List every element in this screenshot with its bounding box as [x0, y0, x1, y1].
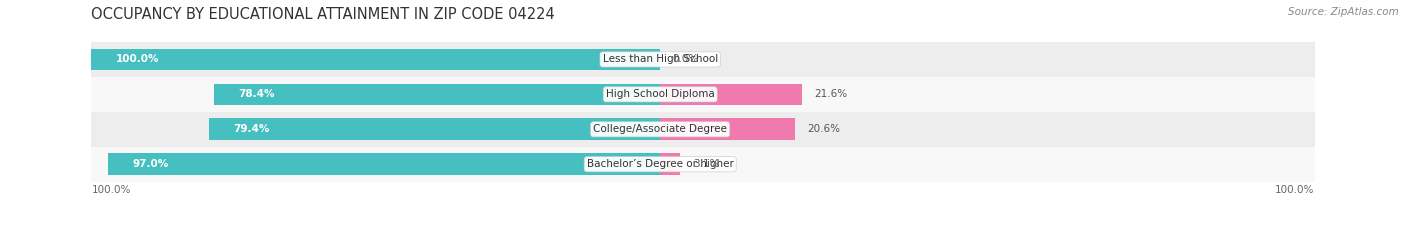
Bar [91, 147, 1315, 182]
Text: Less than High School: Less than High School [603, 55, 718, 64]
Text: 100.0%: 100.0% [1275, 185, 1315, 195]
Text: 100.0%: 100.0% [91, 185, 131, 195]
Text: 97.0%: 97.0% [134, 159, 169, 169]
Bar [661, 153, 681, 175]
Text: Source: ZipAtlas.com: Source: ZipAtlas.com [1288, 7, 1399, 17]
Text: High School Diploma: High School Diploma [606, 89, 714, 99]
Text: 100.0%: 100.0% [115, 55, 159, 64]
Bar [208, 118, 661, 140]
Bar [108, 153, 661, 175]
Text: College/Associate Degree: College/Associate Degree [593, 124, 727, 134]
Text: 78.4%: 78.4% [239, 89, 276, 99]
Text: Bachelor’s Degree or higher: Bachelor’s Degree or higher [586, 159, 734, 169]
Text: OCCUPANCY BY EDUCATIONAL ATTAINMENT IN ZIP CODE 04224: OCCUPANCY BY EDUCATIONAL ATTAINMENT IN Z… [91, 7, 555, 22]
Bar [91, 77, 1315, 112]
Text: 0.0%: 0.0% [672, 55, 699, 64]
Bar [661, 118, 794, 140]
Text: 3.1%: 3.1% [693, 159, 720, 169]
Bar [661, 83, 801, 105]
Bar [91, 49, 661, 70]
Bar [91, 112, 1315, 147]
Bar [91, 42, 1315, 77]
Text: 20.6%: 20.6% [807, 124, 841, 134]
Bar [214, 83, 661, 105]
Text: 79.4%: 79.4% [233, 124, 270, 134]
Text: 21.6%: 21.6% [814, 89, 846, 99]
